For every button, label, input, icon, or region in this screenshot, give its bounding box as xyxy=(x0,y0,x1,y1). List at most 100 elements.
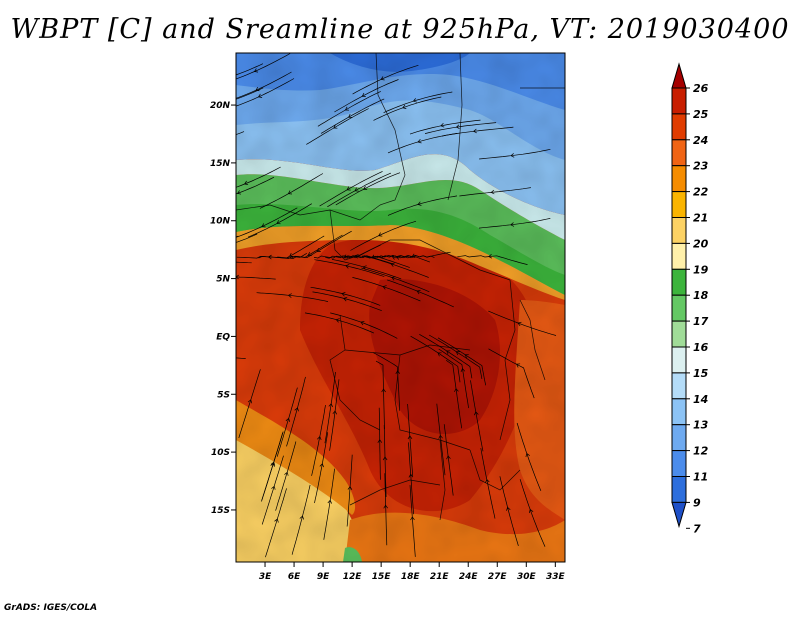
streamline-arrow xyxy=(517,321,522,327)
streamline xyxy=(236,71,292,99)
colorbar-label: 18 xyxy=(693,289,709,302)
streamline xyxy=(311,405,326,476)
streamline-arrow xyxy=(257,93,263,98)
streamline-arrow xyxy=(455,351,460,356)
streamline-arrow xyxy=(381,388,386,393)
streamline-arrow xyxy=(390,262,395,267)
streamline xyxy=(459,187,531,197)
lat-tick-label: 15N xyxy=(210,159,231,169)
streamline-arrow xyxy=(327,499,333,504)
colorbar-segment xyxy=(671,191,687,219)
colorbar-label: 15 xyxy=(693,367,709,380)
streamline-arrow xyxy=(271,485,276,490)
streamline xyxy=(236,131,245,135)
streamline-arrow xyxy=(200,245,203,249)
colorbar-label: 9 xyxy=(693,496,701,509)
longitude-axis: 3E 6E 9E 12E 15E 18E 21E 24E 27E 30E 33E xyxy=(259,562,566,582)
streamline-arrow xyxy=(377,439,383,443)
streamline xyxy=(330,312,398,339)
lon-tick-label: 15E xyxy=(372,572,392,582)
streamline xyxy=(306,108,369,145)
streamline-arrow xyxy=(446,455,451,460)
streamline-arrow xyxy=(438,434,443,439)
streamline xyxy=(519,479,546,547)
streamline-arrow xyxy=(276,220,281,225)
streamline-arrow xyxy=(255,87,260,92)
streamline-arrow xyxy=(348,113,353,118)
streamline-arrow xyxy=(345,264,350,269)
streamline xyxy=(378,407,381,480)
streamline xyxy=(275,441,297,511)
lat-tick-label: 20N xyxy=(210,101,231,111)
streamline-arrow xyxy=(346,186,351,191)
streamline-arrow xyxy=(410,516,415,521)
streamline-arrow xyxy=(226,76,230,80)
colorbar: 26 25 24 23 22 21 20 19 18 17 16 15 14 13 12 11 9 7 xyxy=(671,62,709,535)
streamline xyxy=(428,334,483,379)
colorbar-top-arrow xyxy=(671,62,687,89)
colorbar-segment xyxy=(671,165,687,193)
latitude-axis: 20N 15N 10N 5N EQ 5S 10S 15S xyxy=(210,101,236,516)
streamline xyxy=(304,312,375,334)
streamline xyxy=(329,379,340,451)
streamline xyxy=(236,87,264,100)
colorbar-bottom-arrow xyxy=(671,501,687,529)
streamline-arrow xyxy=(464,354,469,359)
colorbar-segment xyxy=(671,294,687,322)
streamline-arrow xyxy=(333,124,338,129)
streamline-arrow xyxy=(417,201,422,206)
streamline-arrow xyxy=(371,254,376,259)
colorbar-label: 26 xyxy=(693,82,709,95)
streamline-arrow xyxy=(515,363,521,368)
streamline xyxy=(381,251,451,258)
streamline xyxy=(479,148,551,160)
colorbar-label: 25 xyxy=(693,108,709,121)
streamline-arrow xyxy=(473,411,479,416)
streamline-arrow xyxy=(287,293,292,298)
colorbar-label: 12 xyxy=(693,445,709,458)
streamline-arrow xyxy=(284,471,289,476)
streamline-arrow xyxy=(212,259,215,263)
colorbar-segment xyxy=(671,476,687,503)
streamline-arrow xyxy=(472,128,477,134)
streamline-arrow xyxy=(363,185,368,190)
streamline xyxy=(236,176,275,195)
streamline xyxy=(408,442,414,515)
streamline-arrow xyxy=(289,252,294,257)
colorbar-label: 20 xyxy=(693,237,709,250)
streamline xyxy=(313,244,381,259)
streamline-arrow xyxy=(347,485,353,490)
streamline xyxy=(436,403,446,476)
streamline xyxy=(236,53,291,80)
streamline-arrow xyxy=(391,276,396,281)
streamline xyxy=(383,91,453,114)
streamline-arrow xyxy=(285,417,291,422)
colorbar-segment xyxy=(671,268,687,296)
streamline xyxy=(499,476,519,546)
streamline-arrow xyxy=(446,350,451,355)
streamline-arrow xyxy=(236,274,240,280)
streamline-arrow xyxy=(307,252,312,256)
colorbar-label: 24 xyxy=(693,134,708,147)
streamline-arrow xyxy=(317,435,322,441)
streamline-arrow xyxy=(440,123,445,128)
streamline-arrow xyxy=(510,153,515,158)
colorbar-segment xyxy=(671,450,687,478)
streamline-arrow xyxy=(383,504,388,509)
colorbar-label: 16 xyxy=(693,341,709,354)
streamline xyxy=(256,292,329,302)
streamline-arrow xyxy=(294,407,299,412)
colorbar-label: 7 xyxy=(693,522,701,535)
streamline-arrow xyxy=(343,254,349,259)
streamline-arrow xyxy=(407,435,413,440)
streamline xyxy=(409,485,416,557)
colorbar-label: 22 xyxy=(693,186,709,199)
streamline-arrow xyxy=(341,291,346,297)
streamline xyxy=(352,277,421,302)
streamline xyxy=(261,455,284,525)
streamline-arrow xyxy=(354,187,359,192)
streamline xyxy=(437,337,487,386)
streamline-arrow xyxy=(220,245,223,249)
streamline xyxy=(325,255,394,265)
